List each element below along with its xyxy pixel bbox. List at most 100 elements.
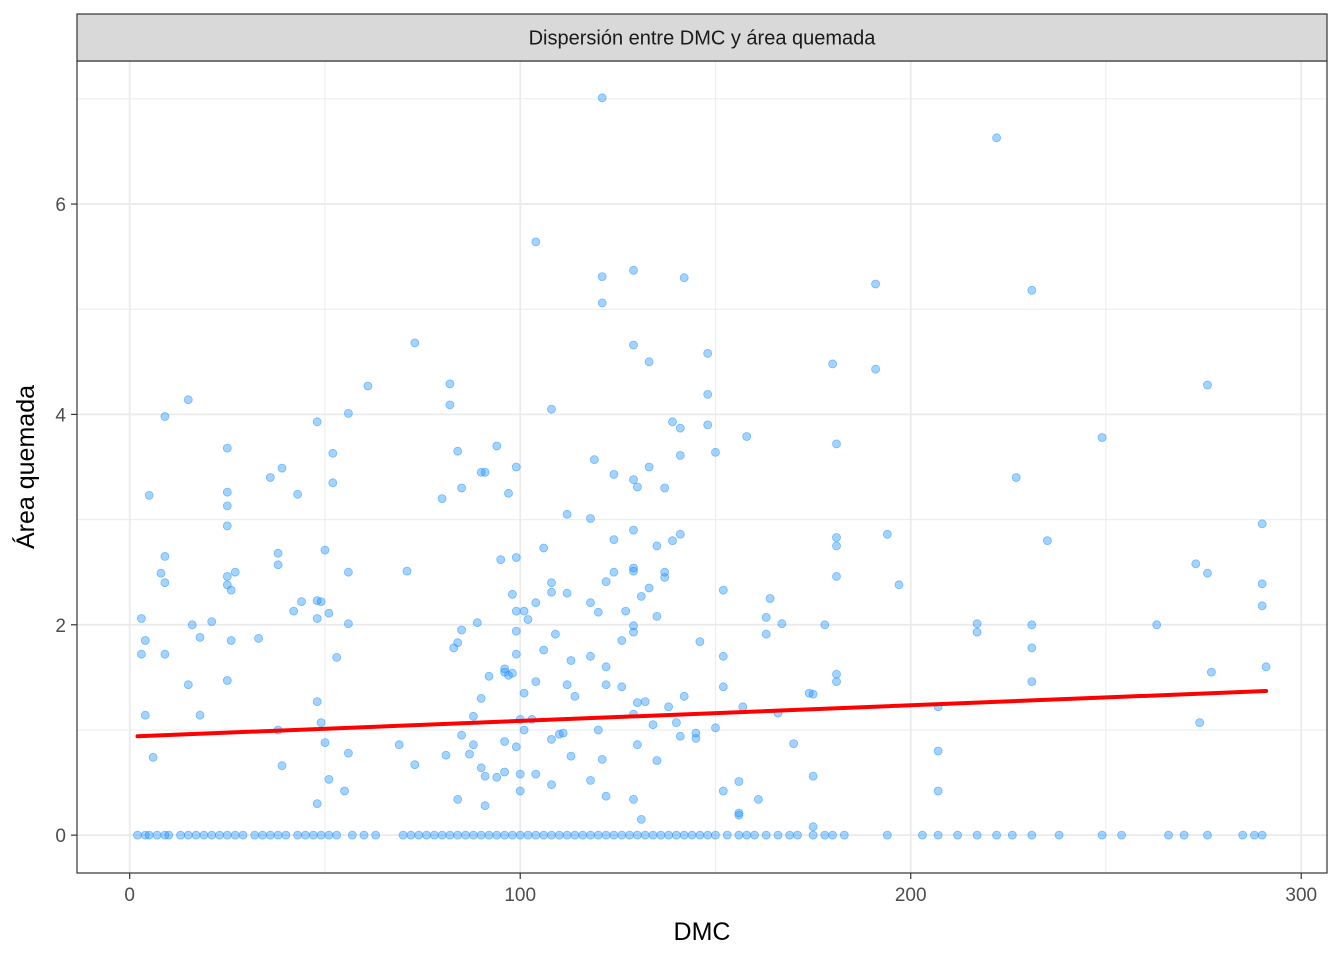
data-point [586, 776, 595, 785]
x-tick-label: 300 [1285, 885, 1317, 906]
data-point [453, 446, 463, 456]
data-point [738, 702, 748, 712]
data-point [222, 830, 232, 840]
data-point [773, 830, 783, 840]
data-point [316, 830, 326, 840]
data-point [476, 763, 486, 773]
data-point [523, 615, 533, 624]
data-point [633, 482, 642, 492]
data-point [484, 671, 494, 681]
data-point [554, 729, 564, 739]
data-point [468, 740, 478, 750]
data-point [597, 272, 607, 282]
y-axis-title: Área quemada [11, 385, 40, 549]
data-point [492, 830, 502, 840]
data-point [687, 830, 697, 840]
data-point [648, 720, 658, 730]
data-point [207, 830, 217, 840]
data-point [508, 668, 517, 678]
data-point [453, 795, 463, 804]
data-point [832, 677, 841, 686]
data-point [593, 725, 603, 735]
data-point [187, 620, 197, 630]
data-point [437, 494, 447, 504]
data-point [832, 439, 841, 449]
data-point [597, 298, 607, 308]
data-point [828, 359, 837, 369]
data-point [668, 417, 677, 427]
data-point [265, 830, 275, 840]
data-point [808, 830, 818, 840]
data-point [1203, 568, 1212, 578]
data-point [230, 567, 240, 577]
data-point [238, 830, 248, 840]
data-point [508, 830, 517, 840]
data-point [761, 613, 771, 622]
data-point [1097, 830, 1107, 840]
data-point [679, 830, 689, 840]
data-point [320, 545, 330, 555]
data-point [1257, 519, 1267, 529]
data-point [703, 389, 713, 399]
data-point [511, 626, 521, 636]
data-point [839, 830, 849, 840]
data-point [343, 619, 353, 629]
data-point [1027, 677, 1037, 686]
data-point [195, 710, 205, 720]
data-point [207, 617, 217, 626]
data-point [652, 541, 662, 551]
data-point [480, 467, 490, 477]
data-point [640, 697, 650, 706]
data-point [394, 740, 404, 750]
data-point [496, 555, 506, 564]
data-point [445, 830, 455, 840]
data-point [414, 830, 424, 840]
data-point [882, 830, 892, 840]
data-point [656, 830, 666, 840]
data-point [882, 529, 892, 539]
data-point [312, 799, 322, 808]
data-point [621, 606, 631, 616]
data-point [312, 697, 322, 706]
data-point [332, 653, 342, 662]
data-point [1027, 620, 1037, 630]
y-tick-label: 0 [55, 826, 66, 847]
data-point [328, 478, 338, 488]
data-point [140, 710, 150, 720]
data-point [668, 536, 677, 545]
data-point [289, 606, 299, 616]
data-point [199, 830, 209, 840]
axis-ticks: 0 100 200 300 0 2 4 6 [55, 195, 1317, 906]
data-point [531, 598, 541, 608]
data-point [136, 614, 146, 623]
data-point [754, 795, 763, 804]
data-point [547, 404, 556, 414]
data-point [324, 608, 334, 618]
data-point [222, 487, 232, 497]
data-point [1164, 830, 1173, 840]
data-point [629, 621, 638, 631]
data-point [675, 731, 685, 741]
data-point [590, 455, 599, 465]
data-point [644, 583, 654, 593]
data-point [183, 830, 193, 840]
data-point [633, 830, 642, 840]
data-point [160, 649, 170, 659]
data-point [601, 662, 611, 672]
data-point [1027, 830, 1037, 840]
data-point [808, 822, 818, 832]
data-point [500, 664, 510, 674]
data-point [1007, 830, 1017, 840]
data-point [1195, 718, 1205, 727]
data-point [195, 633, 205, 642]
data-point [629, 627, 638, 637]
data-point [629, 525, 638, 535]
data-point [453, 830, 463, 840]
data-point [500, 767, 510, 777]
data-point [1043, 536, 1052, 545]
data-point [468, 830, 478, 840]
y-tick-label: 6 [55, 195, 66, 216]
y-tick-label: 4 [55, 405, 66, 426]
y-tick-label: 2 [55, 616, 66, 637]
data-point [832, 541, 841, 551]
